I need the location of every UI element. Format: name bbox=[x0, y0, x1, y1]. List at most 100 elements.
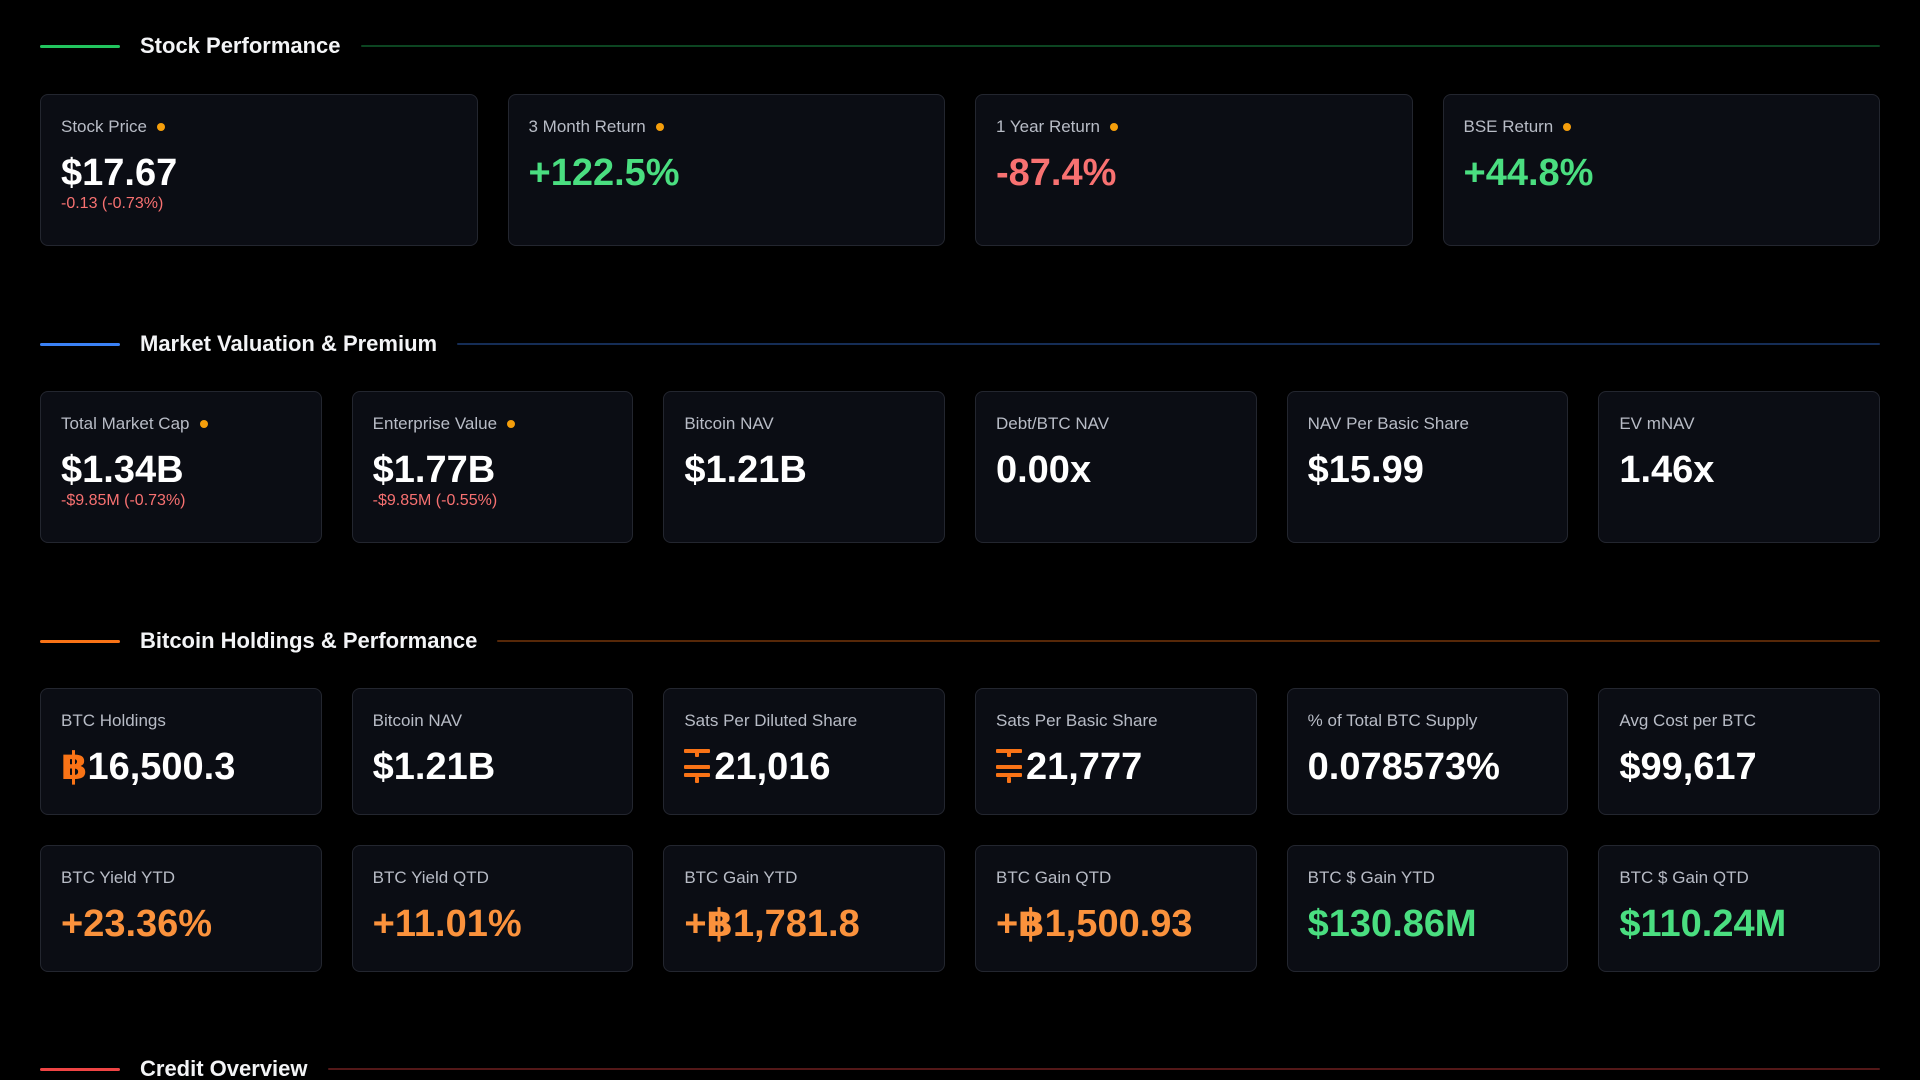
section-header-market-valuation: Market Valuation & Premium bbox=[40, 324, 1880, 364]
section-accent-line bbox=[40, 342, 120, 346]
stat-label: Avg Cost per BTC bbox=[1619, 711, 1757, 730]
stat-value-number: 21,777 bbox=[1025, 746, 1143, 788]
stat-label: Sats Per Basic Share bbox=[995, 711, 1158, 730]
stat-label: BTC Holdings bbox=[61, 711, 166, 730]
stat-value-number: 21,016 bbox=[714, 746, 831, 788]
stat-value: +฿1,781.8 bbox=[684, 903, 860, 945]
section-title: Stock Performance bbox=[140, 33, 341, 58]
stat-card-sats-per-diluted-share: Sats Per Diluted Share 21,016 bbox=[663, 688, 945, 815]
stat-label: Bitcoin NAV bbox=[372, 711, 463, 730]
stat-value: $1.34B bbox=[61, 449, 184, 491]
live-indicator-dot bbox=[1563, 123, 1572, 131]
live-indicator-dot bbox=[156, 123, 165, 131]
stock-performance-cards: Stock Price $17.67 -0.13 (-0.73%) 3 Mont… bbox=[40, 94, 1880, 246]
stat-card-btc-yield-qtd: BTC Yield QTD +11.01% bbox=[351, 845, 634, 972]
stat-card-ev-mnav: EV mNAV 1.46x bbox=[1598, 391, 1880, 543]
stat-value: 21,016 bbox=[684, 745, 924, 789]
stat-card-stock-price: Stock Price $17.67 -0.13 (-0.73%) bbox=[40, 94, 478, 246]
market-valuation-cards: Total Market Cap $1.34B -$9.85M (-0.73%)… bbox=[40, 391, 1880, 543]
stat-value: -87.4% bbox=[996, 152, 1117, 194]
live-indicator-dot bbox=[655, 123, 664, 131]
stat-card-1-year-return: 1 Year Return -87.4% bbox=[975, 94, 1413, 246]
section-title: Credit Overview bbox=[140, 1056, 308, 1080]
stat-card-pct-total-btc-supply: % of Total BTC Supply 0.078573% bbox=[1286, 688, 1569, 815]
bitcoin-icon: ฿ bbox=[61, 746, 88, 788]
stat-label: Sats Per Diluted Share bbox=[684, 711, 858, 730]
stat-card-enterprise-value: Enterprise Value $1.77B -$9.85M (-0.55%) bbox=[351, 391, 634, 543]
stat-value: $130.86M bbox=[1307, 903, 1477, 945]
stat-label: Enterprise Value bbox=[372, 414, 498, 433]
stat-value: 1.46x bbox=[1619, 449, 1715, 491]
stat-label: BTC $ Gain YTD bbox=[1307, 868, 1435, 887]
section-accent-line bbox=[40, 44, 120, 48]
section-header-bitcoin-holdings: Bitcoin Holdings & Performance bbox=[40, 621, 1880, 661]
live-indicator-dot bbox=[199, 420, 208, 428]
section-divider bbox=[327, 1068, 1880, 1070]
stat-card-btc-gain-ytd: BTC Gain YTD +฿1,781.8 bbox=[663, 845, 945, 972]
stat-value: ฿16,500.3 bbox=[61, 745, 301, 789]
stat-card-btc-holdings: BTC Holdings ฿16,500.3 bbox=[40, 688, 322, 815]
stat-change: -0.13 (-0.73%) bbox=[61, 195, 164, 212]
stat-label: BSE Return bbox=[1463, 117, 1554, 136]
section-divider bbox=[497, 640, 1880, 642]
stat-value: +44.8% bbox=[1463, 152, 1594, 194]
stat-change: -$9.85M (-0.55%) bbox=[372, 492, 498, 509]
section-divider bbox=[457, 343, 1880, 345]
stat-label: Stock Price bbox=[61, 117, 147, 136]
stat-card-bitcoin-nav: Bitcoin NAV $1.21B bbox=[663, 391, 945, 543]
stat-card-total-market-cap: Total Market Cap $1.34B -$9.85M (-0.73%) bbox=[40, 391, 322, 543]
sats-icon bbox=[995, 749, 1022, 783]
stat-label: EV mNAV bbox=[1619, 414, 1695, 433]
stat-value: +23.36% bbox=[61, 903, 213, 945]
stat-label: Bitcoin NAV bbox=[684, 414, 774, 433]
stat-value: $15.99 bbox=[1307, 449, 1424, 491]
stat-label: 1 Year Return bbox=[996, 117, 1100, 136]
section-accent-line bbox=[40, 1067, 120, 1071]
stat-value: $1.21B bbox=[684, 449, 807, 491]
sats-icon bbox=[684, 749, 711, 783]
stat-card-3-month-return: 3 Month Return +122.5% bbox=[507, 94, 945, 246]
section-header-stock-performance: Stock Performance bbox=[40, 26, 1880, 66]
section-title: Bitcoin Holdings & Performance bbox=[140, 628, 478, 653]
stat-card-btc-yield-ytd: BTC Yield YTD +23.36% bbox=[40, 845, 322, 972]
section-accent-line bbox=[40, 639, 120, 643]
section-divider bbox=[360, 45, 1880, 47]
stat-label: NAV Per Basic Share bbox=[1307, 414, 1469, 433]
stat-card-nav-per-basic-share: NAV Per Basic Share $15.99 bbox=[1286, 391, 1569, 543]
stat-card-bse-return: BSE Return +44.8% bbox=[1442, 94, 1880, 246]
bitcoin-holdings-cards-row-2: BTC Yield YTD +23.36% BTC Yield QTD +11.… bbox=[40, 845, 1880, 972]
stat-label: Total Market Cap bbox=[61, 414, 190, 433]
stat-label: BTC Gain QTD bbox=[995, 868, 1112, 887]
stat-label: 3 Month Return bbox=[528, 117, 646, 136]
stat-card-avg-cost-per-btc: Avg Cost per BTC $99,617 bbox=[1598, 688, 1880, 815]
stat-value: $110.24M bbox=[1619, 903, 1787, 945]
live-indicator-dot bbox=[507, 420, 516, 428]
stat-value: $99,617 bbox=[1619, 746, 1757, 788]
stat-value: 0.078573% bbox=[1307, 746, 1500, 788]
section-header-credit-overview: Credit Overview bbox=[40, 1049, 1880, 1080]
stat-value: $1.77B bbox=[372, 449, 496, 491]
stat-label: BTC Gain YTD bbox=[684, 868, 798, 887]
stat-value: +11.01% bbox=[372, 903, 522, 945]
stat-label: BTC $ Gain QTD bbox=[1619, 868, 1749, 887]
stat-card-debt-btc-nav: Debt/BTC NAV 0.00x bbox=[974, 391, 1257, 543]
stat-value: +฿1,500.93 bbox=[995, 903, 1193, 945]
stat-change: -$9.85M (-0.73%) bbox=[61, 492, 186, 509]
bitcoin-holdings-cards-row-1: BTC Holdings ฿16,500.3 Bitcoin NAV $1.21… bbox=[40, 688, 1880, 815]
stat-card-btc-usd-gain-ytd: BTC $ Gain YTD $130.86M bbox=[1286, 845, 1569, 972]
stat-value: $1.21B bbox=[372, 746, 496, 788]
stat-label: BTC Yield QTD bbox=[372, 868, 489, 887]
stat-value: $17.67 bbox=[61, 152, 178, 194]
stat-value: 0.00x bbox=[995, 449, 1092, 491]
stat-label: Debt/BTC NAV bbox=[995, 414, 1110, 433]
section-title: Market Valuation & Premium bbox=[140, 331, 438, 356]
stat-value: +122.5% bbox=[528, 152, 680, 194]
stat-value-number: 16,500.3 bbox=[87, 746, 236, 788]
stat-label: % of Total BTC Supply bbox=[1307, 711, 1478, 730]
stat-card-sats-per-basic-share: Sats Per Basic Share 21,777 bbox=[974, 688, 1257, 815]
stat-label: BTC Yield YTD bbox=[61, 868, 176, 887]
stat-card-btc-usd-gain-qtd: BTC $ Gain QTD $110.24M bbox=[1598, 845, 1880, 972]
stat-card-btc-gain-qtd: BTC Gain QTD +฿1,500.93 bbox=[974, 845, 1257, 972]
stat-value: 21,777 bbox=[995, 745, 1236, 789]
